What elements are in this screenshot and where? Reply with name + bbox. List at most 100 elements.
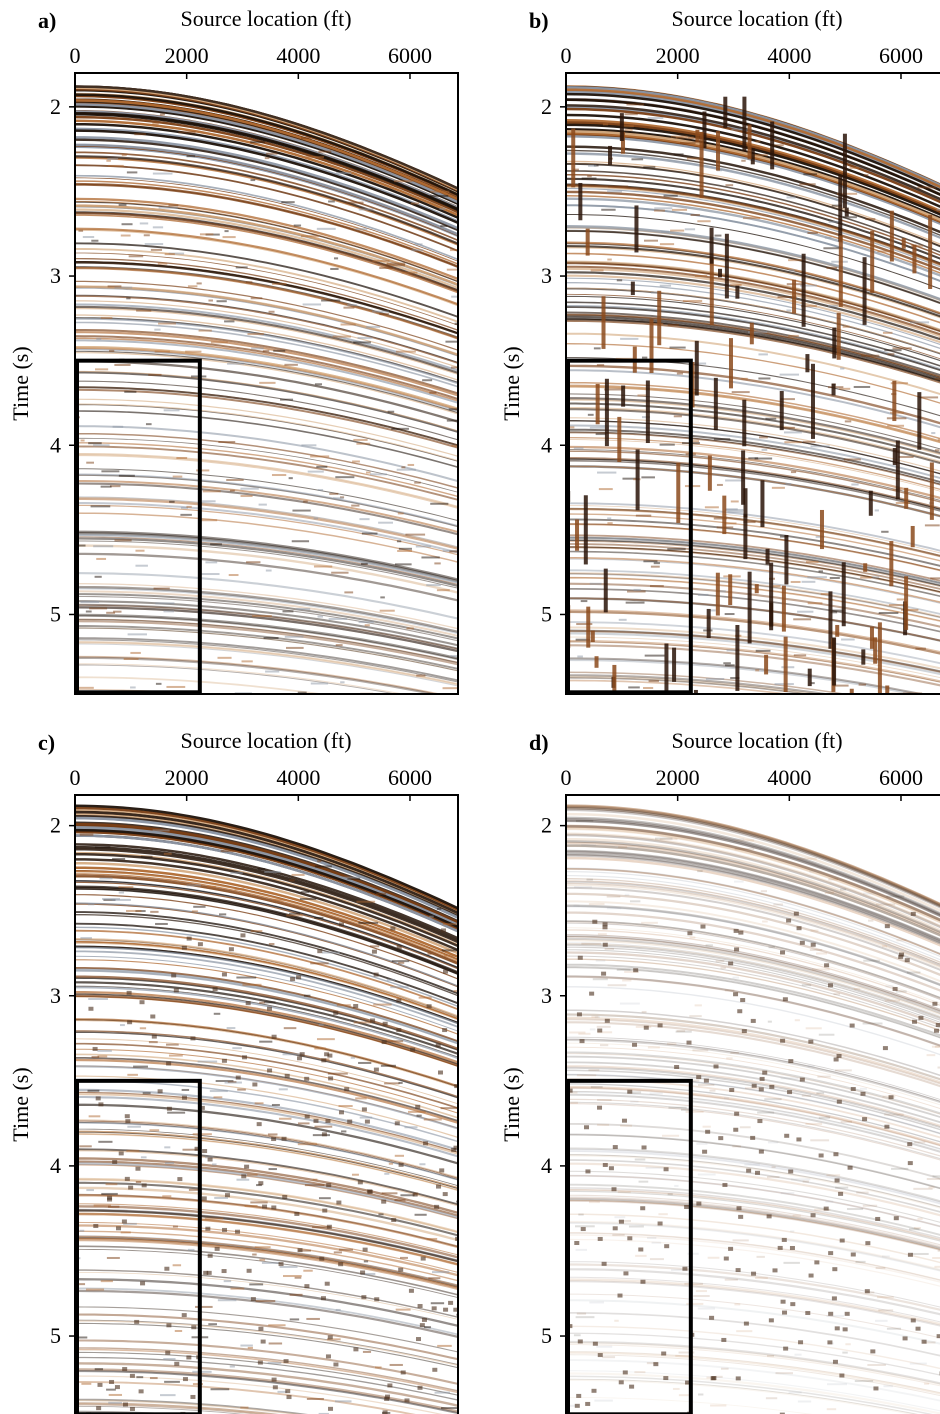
reflection xyxy=(566,131,940,223)
reflection xyxy=(566,691,658,694)
residual-spot xyxy=(633,968,639,973)
speckle xyxy=(306,1317,320,1320)
residual-spot xyxy=(836,1053,842,1058)
speckle xyxy=(627,1091,642,1094)
reflection xyxy=(566,939,940,1016)
speckle xyxy=(75,544,86,547)
reflection xyxy=(75,625,458,670)
reflection xyxy=(75,294,458,363)
residual-spot xyxy=(751,1271,757,1276)
speckle xyxy=(810,1139,830,1142)
speckle xyxy=(164,1146,171,1149)
reflection xyxy=(566,582,940,628)
speckle xyxy=(624,970,639,973)
speckle xyxy=(224,320,235,323)
speckle xyxy=(106,611,116,614)
speckle xyxy=(650,585,664,588)
reflection xyxy=(75,858,458,952)
reflection xyxy=(566,805,940,907)
residual-spot xyxy=(892,986,898,991)
reflection xyxy=(566,934,940,1012)
noise-burst xyxy=(571,128,576,188)
speckle xyxy=(261,1261,280,1264)
reflection xyxy=(566,804,940,906)
speckle xyxy=(210,543,222,546)
speckle xyxy=(616,968,631,971)
speckle xyxy=(667,1193,673,1196)
speckle xyxy=(335,476,355,479)
speckle xyxy=(411,249,424,252)
speckle xyxy=(94,1368,104,1371)
speckle xyxy=(715,1375,723,1378)
speckle xyxy=(271,1103,280,1106)
speckle xyxy=(845,1343,851,1346)
speckle xyxy=(79,1145,92,1148)
speckle xyxy=(573,1334,581,1337)
reflection xyxy=(75,257,458,331)
speckle xyxy=(271,474,287,477)
reflection xyxy=(566,1009,940,1077)
speckle xyxy=(267,1133,278,1136)
reflection xyxy=(566,967,940,1039)
residual-spot xyxy=(326,1183,332,1188)
reflection xyxy=(566,588,940,633)
reflection xyxy=(566,1194,940,1246)
speckle xyxy=(629,900,641,903)
reflection xyxy=(566,824,940,922)
noise-burst xyxy=(709,227,714,264)
speckle xyxy=(114,363,131,366)
residual-spot xyxy=(408,1288,414,1293)
reflection xyxy=(566,163,940,248)
speckle xyxy=(589,1301,605,1304)
speckle xyxy=(588,164,597,167)
reflection xyxy=(75,474,458,528)
speckle xyxy=(406,627,414,630)
speckle xyxy=(576,1074,597,1077)
residual-spot xyxy=(235,1229,241,1234)
speckle xyxy=(617,1191,631,1194)
speckle xyxy=(268,1324,286,1327)
y-tick-label: 2 xyxy=(50,94,61,119)
reflection xyxy=(566,963,940,1037)
reflection xyxy=(566,840,940,934)
reflection xyxy=(566,104,940,201)
speckle xyxy=(123,1222,137,1225)
residual-spot xyxy=(88,1006,94,1011)
speckle xyxy=(928,1186,935,1189)
speckle xyxy=(345,201,364,204)
reflection xyxy=(566,1098,940,1157)
speckle xyxy=(186,884,201,887)
speckle xyxy=(254,1102,264,1105)
reflection xyxy=(566,942,940,1018)
reflection xyxy=(75,227,458,306)
speckle xyxy=(350,1056,356,1059)
speckle xyxy=(127,1125,141,1128)
residual-spot xyxy=(171,973,177,978)
residual-spot xyxy=(629,1384,635,1389)
speckle xyxy=(410,202,420,205)
reflection xyxy=(75,200,458,282)
speckle xyxy=(811,968,830,971)
speckle xyxy=(419,1163,426,1166)
speckle xyxy=(258,503,267,506)
speckle xyxy=(152,226,164,229)
residual-spot xyxy=(758,1149,764,1154)
speckle xyxy=(237,1088,246,1091)
speckle xyxy=(915,647,926,650)
residual-spot xyxy=(684,1204,690,1209)
speckle xyxy=(710,1404,727,1407)
speckle xyxy=(568,426,575,429)
residual-spot xyxy=(260,1339,266,1344)
speckle xyxy=(878,611,899,614)
speckle xyxy=(168,204,179,207)
residual-spot xyxy=(181,1313,187,1318)
residual-spot xyxy=(166,1106,172,1111)
speckle xyxy=(80,937,92,940)
speckle xyxy=(262,349,270,352)
speckle xyxy=(924,524,940,527)
reflection xyxy=(75,403,458,462)
speckle xyxy=(923,1341,936,1344)
speckle xyxy=(896,939,907,942)
speckle xyxy=(630,1100,639,1103)
residual-spot xyxy=(157,1089,163,1094)
